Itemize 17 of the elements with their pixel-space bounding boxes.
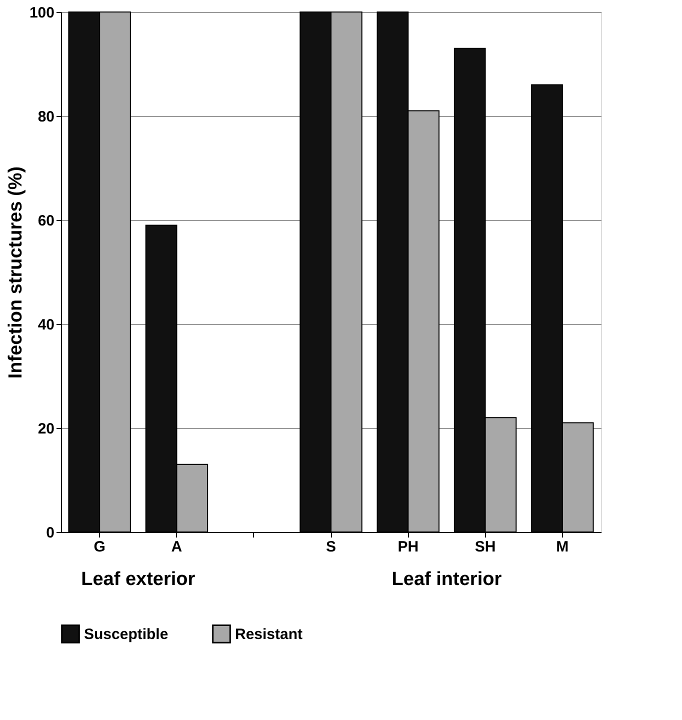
y-tick-label: 40 (38, 316, 54, 334)
x-tick-label: G (94, 538, 106, 556)
x-tick-label: PH (398, 538, 419, 556)
y-tick-label: 60 (38, 212, 54, 230)
x-tick-label: A (171, 538, 182, 556)
text: Leaf interior (392, 569, 502, 590)
x-tick-label: M (556, 538, 569, 556)
y-axis-title: Infection structures (%) (5, 166, 26, 379)
text: Leaf exterior (81, 569, 196, 590)
legend-label: Resistant (235, 626, 303, 643)
y-tick-label: 100 (29, 4, 54, 22)
x-tick-label: S (326, 538, 336, 556)
y-tick-label: 80 (38, 108, 54, 126)
y-tick-label: 20 (38, 420, 54, 438)
x-tick-label: SH (474, 538, 496, 556)
y-tick-label: 0 (46, 524, 54, 542)
legend-label: Susceptible (84, 626, 168, 643)
